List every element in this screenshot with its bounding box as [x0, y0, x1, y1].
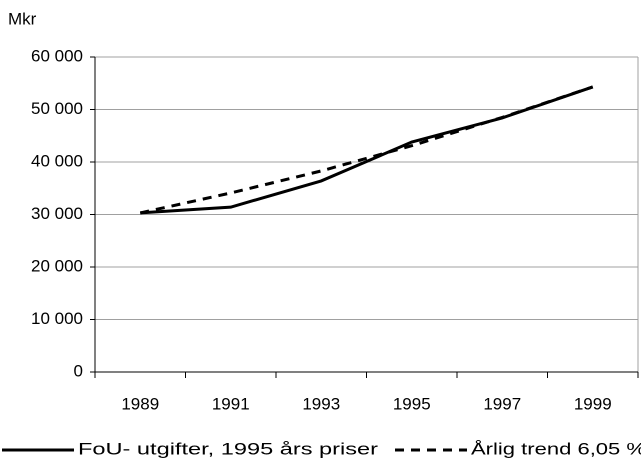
x-tick-label: 1989: [121, 394, 159, 413]
y-tick-label: 0: [74, 361, 83, 380]
y-tick-label: 40 000: [31, 151, 83, 170]
x-tick-label: 1999: [574, 394, 612, 413]
line-series: [140, 85, 594, 215]
legend-label: Årlig trend 6,05 %: [471, 439, 641, 458]
y-tick-label: 10 000: [31, 309, 83, 328]
legend-label: FoU- utgifter, 1995 års priser: [78, 439, 378, 458]
x-tick-label: 1993: [302, 394, 340, 413]
y-axis-label: Mkr: [8, 9, 37, 28]
y-tick-label: 60 000: [31, 46, 83, 65]
y-tick-label: 50 000: [31, 99, 83, 118]
x-tick-label: 1991: [212, 394, 250, 413]
x-tick-label: 1997: [483, 394, 521, 413]
line-series: [139, 85, 594, 215]
y-tick-label: 30 000: [31, 204, 83, 223]
x-tick-label: 1995: [393, 394, 431, 413]
y-tick-label: 20 000: [31, 256, 83, 275]
